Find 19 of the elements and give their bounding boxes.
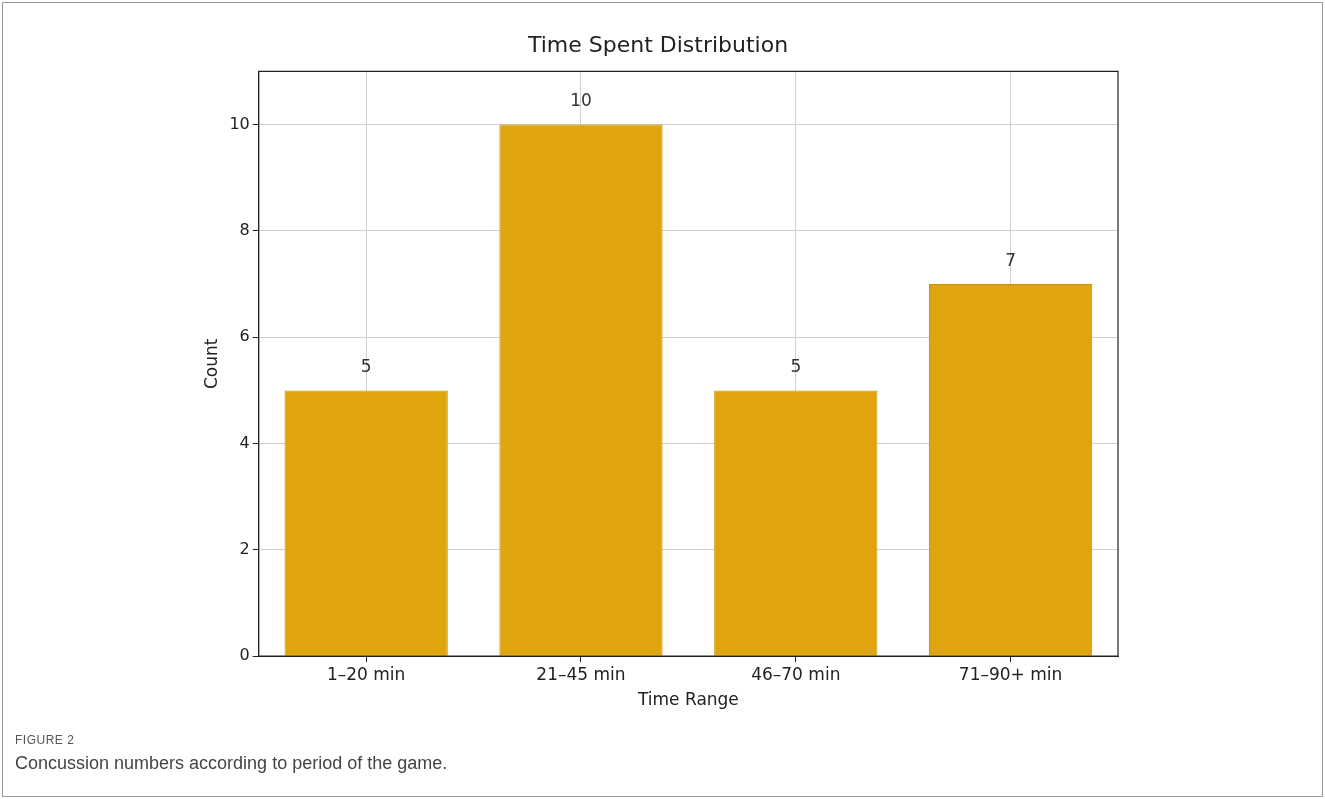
x-tick-label: 46–70 min (751, 663, 841, 684)
data-label: 7 (1005, 249, 1017, 270)
y-tick-label: 4 (239, 432, 250, 452)
x-tick-label: 21–45 min (536, 663, 626, 684)
x-tick-label: 71–90+ min (958, 663, 1063, 684)
y-tick-label: 6 (239, 326, 250, 346)
x-axis-title: Time Range (636, 689, 739, 710)
caption: FIGURE 2 (15, 733, 76, 747)
data-label: 10 (570, 90, 592, 111)
data-label: 5 (360, 356, 372, 377)
y-tick-label: 2 (239, 539, 250, 559)
y-tick-label: 8 (239, 220, 250, 240)
chart-title: Time Spent Distribution (526, 31, 789, 57)
y-tick-label: 0 (239, 645, 250, 665)
y-tick-label: 10 (229, 113, 250, 133)
x-tick-label: 1–20 min (326, 663, 406, 684)
data-label: 5 (790, 356, 802, 377)
y-axis-title: Count (200, 338, 221, 390)
text: Concussion numbers according to period of the game. (15, 753, 448, 774)
